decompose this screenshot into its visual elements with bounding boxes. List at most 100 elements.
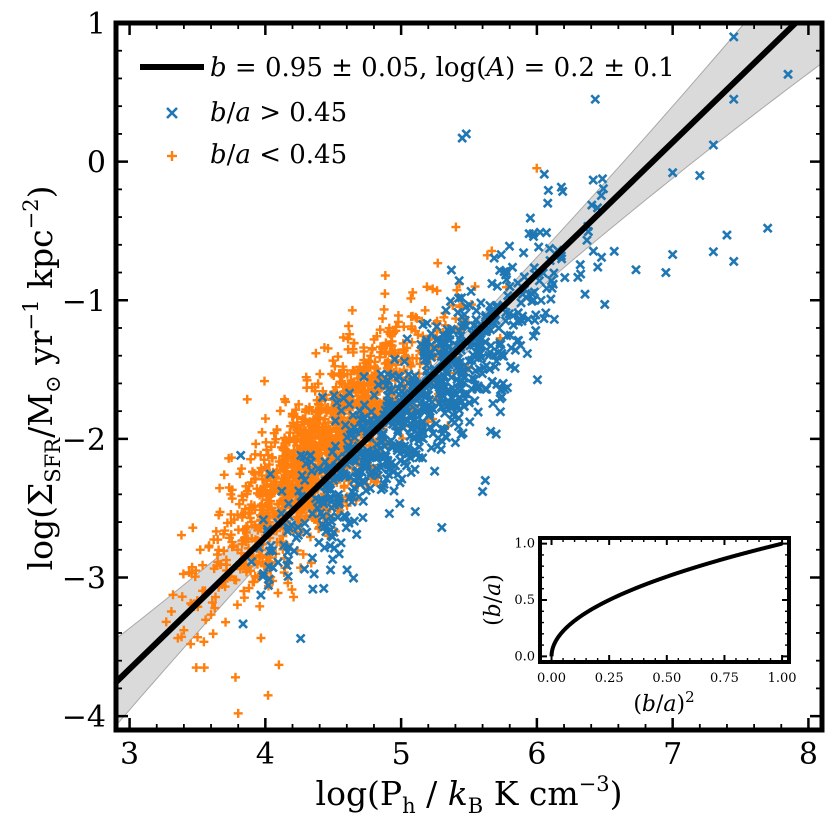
data-point-blue [539, 169, 550, 180]
data-point-blue [588, 246, 599, 257]
data-point-blue [444, 341, 455, 352]
data-point-orange [315, 369, 325, 379]
data-point-orange [291, 458, 301, 468]
data-point-blue [318, 496, 328, 506]
data-point-blue [548, 279, 559, 290]
data-point-blue [438, 390, 449, 401]
inset-y-tick-label: 0.5 [514, 593, 535, 608]
data-point-orange [274, 660, 284, 670]
data-point-blue [543, 185, 554, 196]
data-point-blue [456, 292, 467, 303]
data-point-blue [258, 514, 269, 525]
inset-x-tick-label: 0.75 [710, 671, 739, 686]
data-point-blue [372, 445, 383, 456]
data-point-orange [393, 311, 403, 321]
data-point-orange [224, 533, 234, 543]
y-tick-label: −3 [62, 562, 106, 597]
y-tick-label: −1 [62, 284, 106, 319]
data-point-orange [355, 362, 365, 372]
data-point-orange [247, 533, 257, 543]
data-point-blue [445, 296, 456, 307]
inset-frame [538, 536, 791, 664]
data-point-orange [233, 708, 243, 718]
data-point-orange [408, 287, 418, 297]
data-point-orange [262, 490, 272, 500]
data-point-orange [219, 470, 229, 480]
data-point-orange [179, 625, 189, 635]
data-point-blue [528, 331, 539, 342]
data-point-orange [263, 690, 273, 700]
data-point-orange [325, 424, 335, 434]
data-point-orange [313, 379, 323, 389]
data-point-blue [359, 457, 370, 468]
data-point-blue [596, 252, 607, 263]
data-point-blue [410, 506, 421, 517]
data-point-blue [284, 522, 295, 533]
data-point-orange [367, 401, 377, 411]
data-point-orange [366, 351, 376, 361]
data-point-blue [464, 416, 475, 427]
data-point-orange [274, 499, 284, 509]
data-point-orange [255, 550, 265, 560]
fit-line [116, 23, 800, 685]
data-point-blue [336, 405, 347, 416]
data-point-blue [429, 466, 440, 477]
data-point-blue [446, 265, 457, 275]
data-point-blue [660, 267, 671, 278]
data-point-blue [454, 275, 465, 286]
data-point-blue [526, 296, 537, 307]
data-point-orange [281, 397, 291, 407]
data-point-blue [500, 315, 511, 326]
data-point-blue [453, 413, 464, 423]
data-point-orange [339, 483, 349, 493]
data-point-blue [528, 231, 539, 242]
data-point-orange [347, 379, 357, 389]
main-plot-area: 3 4 5 6 7 8 −4 −3 −2 −1 0 1 [62, 7, 825, 772]
data-point-orange [295, 507, 305, 517]
data-point-orange [283, 448, 293, 458]
data-point-orange [283, 578, 293, 588]
data-point-blue [467, 384, 477, 395]
data-point-blue [438, 424, 449, 435]
data-point-blue [450, 437, 461, 448]
data-point-blue [401, 460, 412, 471]
data-point-blue [441, 305, 451, 316]
inset-y-tick-label: 0.0 [514, 649, 535, 664]
data-point-blue [394, 371, 405, 382]
data-point-blue [559, 272, 570, 283]
data-point-orange [224, 453, 234, 463]
data-point-blue [728, 31, 739, 42]
data-point-blue [299, 475, 310, 486]
data-point-blue [495, 339, 506, 350]
data-point-orange [364, 356, 374, 366]
data-point-orange [206, 610, 216, 620]
data-point-orange [278, 531, 288, 541]
data-point-blue [463, 364, 474, 374]
data-point-orange [214, 545, 224, 555]
data-point-blue [329, 390, 340, 401]
data-point-blue [258, 568, 269, 579]
data-point-blue [485, 426, 496, 437]
data-point-orange [220, 582, 230, 592]
data-point-orange [195, 545, 205, 555]
data-point-orange [311, 348, 321, 358]
legend-orange-plus [167, 151, 177, 161]
data-point-orange [224, 483, 234, 493]
data-point-orange [263, 450, 273, 460]
data-point-blue [667, 167, 678, 178]
data-point-orange [246, 517, 256, 527]
data-point-blue [472, 347, 483, 358]
data-point-blue [389, 354, 400, 365]
data-point-orange [399, 322, 409, 332]
data-point-orange [415, 359, 425, 369]
data-point-blue [344, 388, 355, 399]
data-point-orange [337, 371, 347, 381]
data-point-blue [380, 405, 391, 416]
data-point-blue [436, 351, 447, 362]
legend-blue-label: b/a > 0.45 [210, 98, 347, 128]
data-point-orange [227, 494, 237, 504]
data-point-blue [291, 533, 302, 543]
data-point-blue [344, 399, 355, 410]
data-point-orange [310, 425, 320, 435]
